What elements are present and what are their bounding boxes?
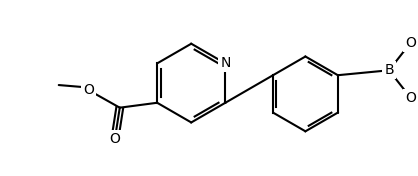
Text: O: O xyxy=(405,91,416,105)
Text: O: O xyxy=(83,83,94,97)
Text: O: O xyxy=(405,36,416,50)
Text: N: N xyxy=(220,56,231,70)
Text: O: O xyxy=(110,132,120,146)
Text: B: B xyxy=(384,63,394,77)
